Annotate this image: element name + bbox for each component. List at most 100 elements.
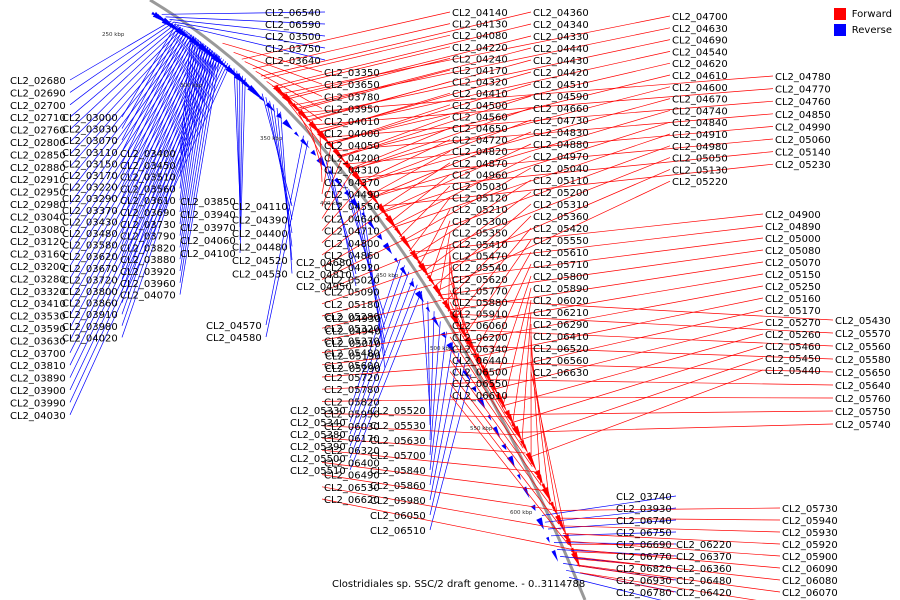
forward-leader-line [321, 315, 452, 341]
forward-gene-label: CL2_04010 [324, 117, 380, 128]
reverse-gene-label: CL2_05840 [370, 466, 426, 477]
reverse-gene-label: CL2_03860 [62, 299, 118, 310]
reverse-labels: CL2_02680CL2_02690CL2_02700CL2_02710CL2_… [10, 8, 672, 599]
reverse-leader-line [265, 97, 293, 220]
reverse-gene-mark [334, 177, 344, 189]
forward-leader-line [501, 333, 764, 407]
forward-leader-line [563, 533, 781, 545]
forward-gene-label: CL2_05580 [835, 355, 891, 366]
reverse-gene-label: CL2_03580 [62, 241, 118, 252]
forward-leader-line [519, 357, 764, 441]
forward-leader-line [580, 572, 757, 600]
forward-leader-line [577, 565, 675, 581]
reverse-leader-line [161, 11, 326, 15]
forward-leader-line [492, 321, 764, 390]
forward-leader-line [429, 237, 764, 282]
reverse-leader-line [69, 21, 174, 93]
forward-gene-label: CL2_05200 [533, 188, 589, 199]
tick-label: 400 kbp [320, 201, 343, 207]
forward-leader-line [559, 525, 781, 533]
forward-gene-label: CL2_06630 [533, 368, 589, 379]
forward-gene-label: CL2_06210 [533, 308, 589, 319]
forward-gene-label: CL2_04900 [765, 210, 821, 221]
forward-gene-label: CL2_05000 [765, 234, 821, 245]
forward-leader-line [344, 126, 774, 165]
forward-leader-line [530, 347, 551, 504]
reverse-gene-label: CL2_03630 [10, 336, 66, 347]
forward-gene-label: CL2_05750 [835, 407, 891, 418]
tick-label: 300 kbp [180, 83, 203, 89]
reverse-leader-line [169, 19, 326, 37]
forward-gene-label: CL2_06500 [452, 368, 508, 379]
reverse-gene-label: CL2_03690 [120, 208, 176, 219]
forward-leader-line [287, 102, 323, 146]
reverse-leader-line [429, 363, 466, 516]
forward-gene-label: CL2_04860 [324, 251, 380, 262]
forward-gene-label: CL2_05090 [324, 288, 380, 299]
reverse-gene-label: CL2_03910 [62, 310, 118, 321]
reverse-leader-line [121, 43, 204, 257]
forward-gene-label: CL2_05300 [452, 217, 508, 228]
forward-leader-line [260, 11, 532, 77]
forward-leader-line [530, 359, 560, 525]
forward-gene-label: CL2_05170 [765, 306, 821, 317]
forward-leader-line [496, 396, 834, 399]
forward-leader-line [521, 311, 532, 446]
forward-gene-label: CL2_04970 [533, 152, 589, 163]
reverse-leader-line [121, 51, 215, 315]
forward-gene-mark [497, 396, 508, 412]
forward-leader-line [279, 15, 671, 95]
reverse-gene-mark [367, 220, 376, 232]
forward-leader-line [321, 381, 489, 390]
forward-gene-label: CL2_05450 [765, 354, 821, 365]
forward-gene-label: CL2_05620 [452, 275, 508, 286]
forward-gene-mark [351, 171, 364, 186]
reverse-gene-label: CL2_03750 [265, 44, 321, 55]
reverse-gene-label: CL2_04940 [325, 327, 381, 338]
forward-gene-label: CL2_04340 [533, 20, 589, 31]
forward-gene-label: CL2_05420 [533, 224, 589, 235]
forward-label: Forward [851, 8, 892, 20]
reverse-leader-line [121, 23, 177, 118]
forward-gene-label: CL2_04600 [672, 83, 728, 94]
legend-forward: Forward [833, 8, 892, 20]
reverse-leader-line [121, 36, 195, 210]
reverse-gene-label: CL2_03590 [10, 324, 66, 335]
forward-gene-mark [335, 151, 348, 165]
reverse-gene-label: CL2_04100 [180, 249, 236, 260]
reverse-gene-label: CL2_06930 [616, 576, 672, 587]
forward-leader-line [487, 379, 834, 386]
reverse-leader-line [553, 542, 677, 545]
reverse-leader-line [69, 27, 183, 143]
reverse-gene-label: CL2_03850 [180, 197, 236, 208]
forward-leader-line [569, 548, 781, 569]
reverse-gene-label: CL2_06540 [265, 8, 321, 19]
reverse-gene-label: CL2_04530 [232, 270, 288, 281]
reverse-leader-line [349, 284, 418, 459]
forward-leader-line [338, 116, 451, 158]
forward-gene-label: CL2_05780 [324, 385, 380, 396]
forward-gene-label: CL2_05890 [533, 284, 589, 295]
forward-gene-label: CL2_06490 [324, 471, 380, 482]
forward-gene-label: CL2_05270 [765, 318, 821, 329]
forward-leader-line [321, 498, 571, 550]
forward-gene-label: CL2_04240 [452, 54, 508, 65]
forward-leader-line [449, 371, 551, 505]
forward-gene-label: CL2_06070 [782, 588, 838, 599]
forward-gene-label: CL2_04830 [533, 128, 589, 139]
reverse-leader-line [69, 44, 205, 267]
reverse-leader-line [121, 55, 219, 338]
reverse-gene-label: CL2_03500 [265, 32, 321, 43]
forward-gene-label: CL2_05740 [835, 420, 891, 431]
forward-leader-line [321, 148, 331, 195]
reverse-leader-line [121, 44, 206, 268]
forward-gene-label: CL2_04440 [533, 44, 589, 55]
forward-gene-label: CL2_05070 [765, 258, 821, 269]
forward-gene-label: CL2_06370 [676, 552, 732, 563]
forward-gene-label: CL2_04730 [533, 116, 589, 127]
forward-gene-label: CL2_05760 [835, 394, 891, 405]
reverse-leader-line [179, 37, 197, 177]
forward-leader-line [399, 185, 451, 237]
forward-leader-line [326, 62, 671, 144]
